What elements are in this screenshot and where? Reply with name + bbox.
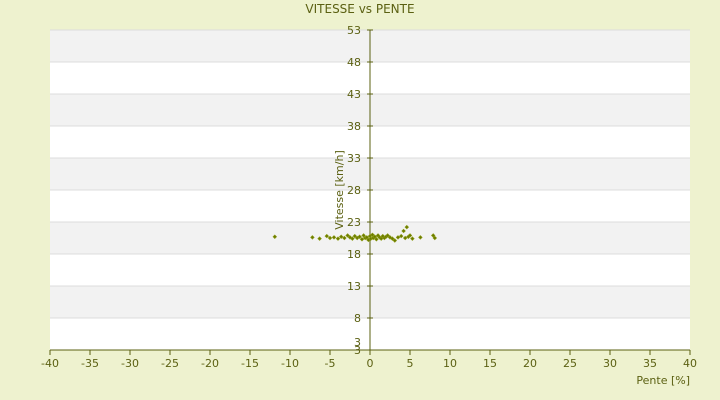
x-tick-label: 40 bbox=[683, 357, 697, 370]
data-point bbox=[272, 234, 278, 239]
data-point bbox=[410, 236, 415, 241]
y-tick-label: 18 bbox=[347, 248, 361, 261]
x-tick-label: -10 bbox=[281, 357, 299, 370]
y-tick-label: 53 bbox=[347, 24, 361, 37]
data-point bbox=[418, 235, 423, 240]
data-point bbox=[401, 228, 406, 234]
data-point bbox=[392, 238, 398, 243]
x-tick-label: -25 bbox=[161, 357, 179, 370]
y-tick-label: 23 bbox=[347, 216, 361, 229]
x-tick-label: 0 bbox=[367, 357, 374, 370]
data-point bbox=[331, 235, 337, 240]
data-point bbox=[387, 235, 393, 240]
data-point bbox=[361, 233, 366, 238]
data-point bbox=[430, 233, 436, 238]
data-point bbox=[385, 233, 390, 238]
data-point bbox=[359, 237, 365, 242]
x-tick-label: 30 bbox=[603, 357, 617, 370]
y-tick-label: 48 bbox=[347, 56, 361, 69]
data-point bbox=[324, 233, 330, 239]
x-tick-label: 35 bbox=[643, 357, 657, 370]
chart-title: VITESSE vs PENTE bbox=[305, 2, 415, 16]
y-tick-label: 8 bbox=[354, 312, 361, 325]
data-point bbox=[338, 234, 344, 239]
y-tick-label: 33 bbox=[347, 152, 361, 165]
x-tick-label: -5 bbox=[325, 357, 336, 370]
data-point bbox=[432, 235, 438, 241]
y-tick-label: 43 bbox=[347, 88, 361, 101]
x-tick-label: 10 bbox=[443, 357, 457, 370]
y-tick-label-bottom: 3 bbox=[354, 344, 361, 357]
data-point bbox=[342, 235, 347, 241]
data-point bbox=[345, 233, 350, 238]
x-tick-label: 5 bbox=[407, 357, 414, 370]
data-point bbox=[357, 234, 362, 239]
y-tick-label: 38 bbox=[347, 120, 361, 133]
data-point bbox=[390, 236, 395, 241]
data-point bbox=[310, 235, 315, 240]
x-tick-label: -40 bbox=[41, 357, 59, 370]
x-tick-label: 25 bbox=[563, 357, 577, 370]
x-tick-label: -15 bbox=[241, 357, 259, 370]
data-point bbox=[398, 233, 404, 239]
data-point bbox=[335, 236, 341, 241]
data-point bbox=[407, 233, 413, 238]
y-tick-label: 3 bbox=[354, 336, 361, 349]
x-tick-label: -30 bbox=[121, 357, 139, 370]
x-tick-label: 15 bbox=[483, 357, 497, 370]
data-point bbox=[364, 235, 370, 240]
data-point bbox=[404, 224, 410, 230]
data-point bbox=[374, 237, 379, 242]
x-tick-label: 20 bbox=[523, 357, 537, 370]
data-point bbox=[372, 234, 378, 239]
x-tick-label: -35 bbox=[81, 357, 99, 370]
y-axis-label: Vitesse [km/h] bbox=[333, 150, 346, 230]
data-point bbox=[395, 235, 401, 240]
data-point bbox=[327, 235, 333, 241]
x-axis-label: Pente [%] bbox=[636, 374, 690, 387]
y-tick-label: 28 bbox=[347, 184, 361, 197]
data-point bbox=[317, 236, 322, 241]
data-point bbox=[350, 236, 355, 241]
x-tick-label: -20 bbox=[201, 357, 219, 370]
y-tick-label: 13 bbox=[347, 280, 361, 293]
data-point bbox=[402, 235, 408, 241]
data-point bbox=[347, 235, 353, 240]
data-point bbox=[352, 233, 358, 239]
